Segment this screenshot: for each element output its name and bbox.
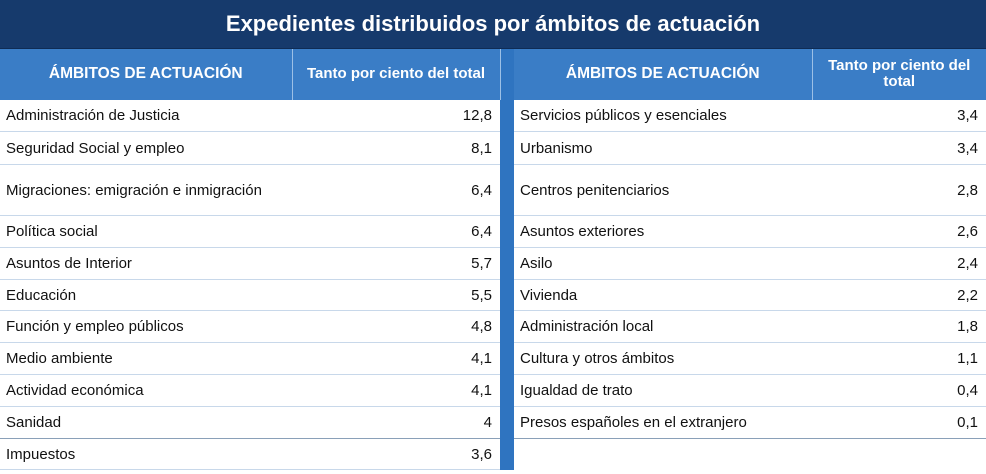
table-row: Administración de Justicia 12,8 Servicios … — [0, 99, 986, 132]
left-area-name: Impuestos — [0, 438, 292, 470]
table-row: Política social 6,4 Asuntos exteriores 2,6 — [0, 215, 986, 248]
right-area-value: 3,4 — [812, 99, 986, 132]
right-area-name: Igualdad de trato — [514, 374, 812, 407]
left-area-value: 8,1 — [292, 131, 500, 165]
column-separator — [500, 49, 514, 100]
right-area-name: Vivienda — [514, 279, 812, 311]
left-area-name: Asuntos de Interior — [0, 247, 292, 280]
empty-cell — [514, 439, 812, 470]
left-area-value: 4,1 — [292, 374, 500, 407]
table-row: Impuestos 3,6 — [0, 438, 986, 470]
left-area-value: 6,4 — [292, 215, 500, 248]
table-row: Migraciones: emigración e inmigración 6,4… — [0, 164, 986, 216]
header-row: ÁMBITOS DE ACTUACIÓN Tanto por ciento de… — [0, 49, 986, 100]
right-value-header: Tanto por ciento del total — [812, 49, 986, 100]
left-area-value: 4,8 — [292, 310, 500, 343]
right-area-name: Servicios públicos y esenciales — [514, 99, 812, 132]
right-area-value: 3,4 — [812, 131, 986, 165]
table-row: Sanidad 4 Presos españoles en el extranjer… — [0, 406, 986, 439]
column-separator — [500, 164, 514, 216]
column-separator — [500, 131, 514, 165]
right-area-name: Cultura y otros ámbitos — [514, 342, 812, 375]
left-area-name: Administración de Justicia — [0, 99, 292, 132]
right-area-value: 2,2 — [812, 279, 986, 311]
table-row: Actividad económica 4,1 Igualdad de trato 0… — [0, 374, 986, 407]
column-separator — [500, 279, 514, 311]
column-separator — [500, 374, 514, 407]
right-area-value: 2,6 — [812, 215, 986, 248]
table-row: Medio ambiente 4,1 Cultura y otros ámbitos… — [0, 342, 986, 375]
right-area-name: Urbanismo — [514, 131, 812, 165]
left-area-name: Actividad económica — [0, 374, 292, 407]
column-separator — [500, 438, 514, 470]
left-area-name: Función y empleo públicos — [0, 310, 292, 343]
column-separator — [500, 310, 514, 343]
right-area-value: 2,4 — [812, 247, 986, 280]
right-area-value: 1,1 — [812, 342, 986, 375]
left-area-name: Sanidad — [0, 406, 292, 439]
left-area-value: 6,4 — [292, 164, 500, 216]
table-row: Seguridad Social y empleo 8,1 Urbanismo 3,4 — [0, 131, 986, 165]
left-name-header: ÁMBITOS DE ACTUACIÓN — [0, 49, 293, 100]
table-title: Expedientes distribuidos por ámbitos de … — [0, 0, 986, 49]
column-separator — [500, 342, 514, 375]
left-area-name: Migraciones: emigración e inmigración — [0, 164, 292, 216]
right-area-name: Presos españoles en el extranjero — [514, 406, 812, 439]
left-area-value: 12,8 — [292, 99, 500, 132]
right-area-name: Asilo — [514, 247, 812, 280]
areas-table: ÁMBITOS DE ACTUACIÓN Tanto por ciento de… — [0, 49, 986, 470]
right-area-value: 1,8 — [812, 310, 986, 343]
empty-cell — [812, 439, 986, 470]
column-separator — [500, 99, 514, 132]
right-area-value: 0,1 — [812, 406, 986, 439]
right-area-name: Administración local — [514, 310, 812, 343]
column-separator — [500, 215, 514, 248]
table-row: Educación 5,5 Vivienda 2,2 — [0, 279, 986, 311]
column-separator — [500, 406, 514, 439]
table-row: Función y empleo públicos 4,8 Administraci… — [0, 310, 986, 343]
right-area-name: Asuntos exteriores — [514, 215, 812, 248]
right-area-value: 2,8 — [812, 164, 986, 216]
left-area-name: Política social — [0, 215, 292, 248]
left-area-name: Seguridad Social y empleo — [0, 131, 292, 165]
column-separator — [500, 247, 514, 280]
left-value-header: Tanto por ciento del total — [292, 49, 501, 100]
right-area-value: 0,4 — [812, 374, 986, 407]
table-row: Asuntos de Interior 5,7 Asilo 2,4 — [0, 247, 986, 280]
right-name-header: ÁMBITOS DE ACTUACIÓN — [514, 49, 813, 100]
left-area-value: 5,7 — [292, 247, 500, 280]
left-area-value: 4,1 — [292, 342, 500, 375]
left-area-value: 4 — [292, 406, 500, 439]
left-area-value: 5,5 — [292, 279, 500, 311]
left-area-value: 3,6 — [292, 438, 500, 470]
right-area-name: Centros penitenciarios — [514, 164, 812, 216]
left-area-name: Educación — [0, 279, 292, 311]
left-area-name: Medio ambiente — [0, 342, 292, 375]
